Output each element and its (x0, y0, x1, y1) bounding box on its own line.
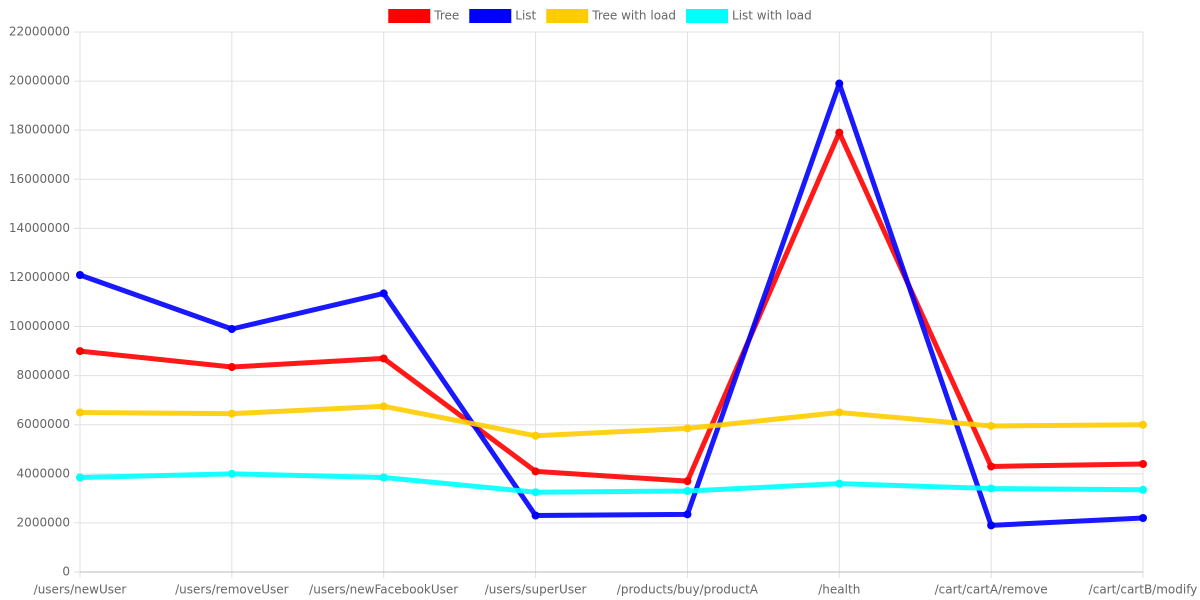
y-tick-label: 14000000 (9, 221, 70, 235)
data-point (987, 521, 996, 530)
x-tick-label: /cart/cartA/remove (935, 583, 1048, 597)
data-point (379, 354, 388, 363)
x-tick-label: /products/buy/productA (617, 583, 759, 597)
data-point (683, 487, 692, 495)
data-point (531, 431, 540, 440)
legend: Tree List Tree with load List with load (388, 9, 812, 23)
legend-swatch (469, 9, 512, 23)
y-tick-label: 10000000 (9, 319, 70, 333)
series-line (79, 130, 1144, 484)
data-point (1139, 420, 1147, 429)
data-point (76, 473, 84, 482)
data-point (531, 511, 540, 520)
y-tick-label: 0 (62, 565, 70, 579)
data-point (76, 408, 84, 417)
x-tick-label: /users/removeUser (175, 583, 288, 597)
data-point (987, 421, 996, 430)
legend-label: List with load (732, 9, 812, 23)
y-tick-label: 20000000 (9, 74, 70, 88)
legend-swatch (546, 9, 589, 23)
series-line (79, 471, 1144, 495)
data-point (1139, 485, 1147, 494)
data-point (379, 289, 388, 298)
x-tick-label: /users/newUser (34, 583, 127, 597)
data-point (379, 473, 388, 482)
legend-label: Tree with load (591, 9, 676, 23)
data-point (227, 325, 236, 333)
data-point (835, 408, 844, 417)
y-tick-label: 18000000 (9, 123, 70, 137)
data-point (835, 479, 844, 488)
y-tick-label: 6000000 (17, 417, 70, 431)
legend-label: Tree (433, 9, 459, 23)
series-line (79, 403, 1144, 439)
x-tick-label: /users/newFacebookUser (309, 583, 458, 597)
data-point (683, 510, 692, 519)
data-point (76, 271, 84, 279)
y-tick-label: 2000000 (17, 515, 70, 529)
data-point (379, 402, 388, 411)
data-point (227, 363, 236, 372)
data-point (227, 409, 236, 418)
data-point (1139, 514, 1147, 522)
data-point (227, 469, 236, 478)
x-tick-label: /health (818, 583, 860, 597)
y-tick-label: 16000000 (9, 172, 70, 186)
data-point (835, 128, 844, 137)
data-point (835, 79, 844, 88)
y-tick-label: 8000000 (17, 368, 70, 382)
data-point (1139, 460, 1147, 468)
data-point (987, 484, 996, 493)
data-point (76, 347, 84, 356)
legend-swatch (686, 9, 729, 23)
y-tick-label: 4000000 (17, 466, 70, 480)
data-point (531, 467, 540, 476)
data-point (683, 424, 692, 433)
y-tick-label: 22000000 (9, 25, 70, 39)
data-point (987, 462, 996, 471)
data-point (683, 477, 692, 486)
y-tick-label: 12000000 (9, 270, 70, 284)
series-line (79, 81, 1144, 528)
x-tick-label: /users/superUser (485, 583, 587, 597)
legend-label: List (515, 9, 536, 23)
x-tick-label: /cart/cartB/modify (1089, 583, 1198, 597)
data-point (531, 488, 540, 497)
legend-swatch (388, 9, 431, 23)
